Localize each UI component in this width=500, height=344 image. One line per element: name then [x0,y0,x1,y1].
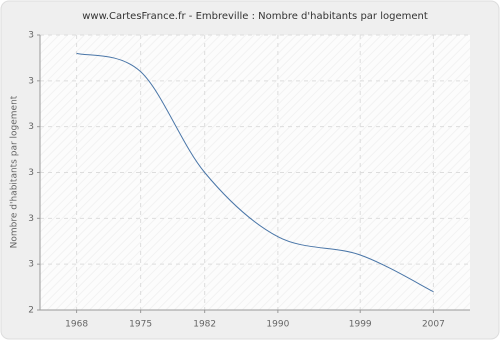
x-tick-label: 1968 [65,320,88,330]
y-tick-label: 3 [28,214,34,224]
x-tick-label: 1982 [193,320,216,330]
x-tick-label: 1990 [266,320,289,330]
plot-area [40,35,470,310]
y-tick-label: 3 [28,168,34,178]
y-tick-label: 3 [28,31,34,41]
x-tick-label: 2007 [422,320,445,330]
chart-title: www.CartesFrance.fr - Embreville : Nombr… [82,11,428,22]
y-tick-label: 3 [28,122,34,132]
y-tick-label: 3 [28,76,34,86]
x-tick-label: 1999 [349,320,372,330]
y-axis-label: Nombre d'habitants par logement [10,95,20,248]
x-tick-label: 1975 [129,320,152,330]
y-tick-label: 3 [28,260,34,270]
data-line [76,52,434,293]
y-tick-label: 2 [28,306,34,316]
